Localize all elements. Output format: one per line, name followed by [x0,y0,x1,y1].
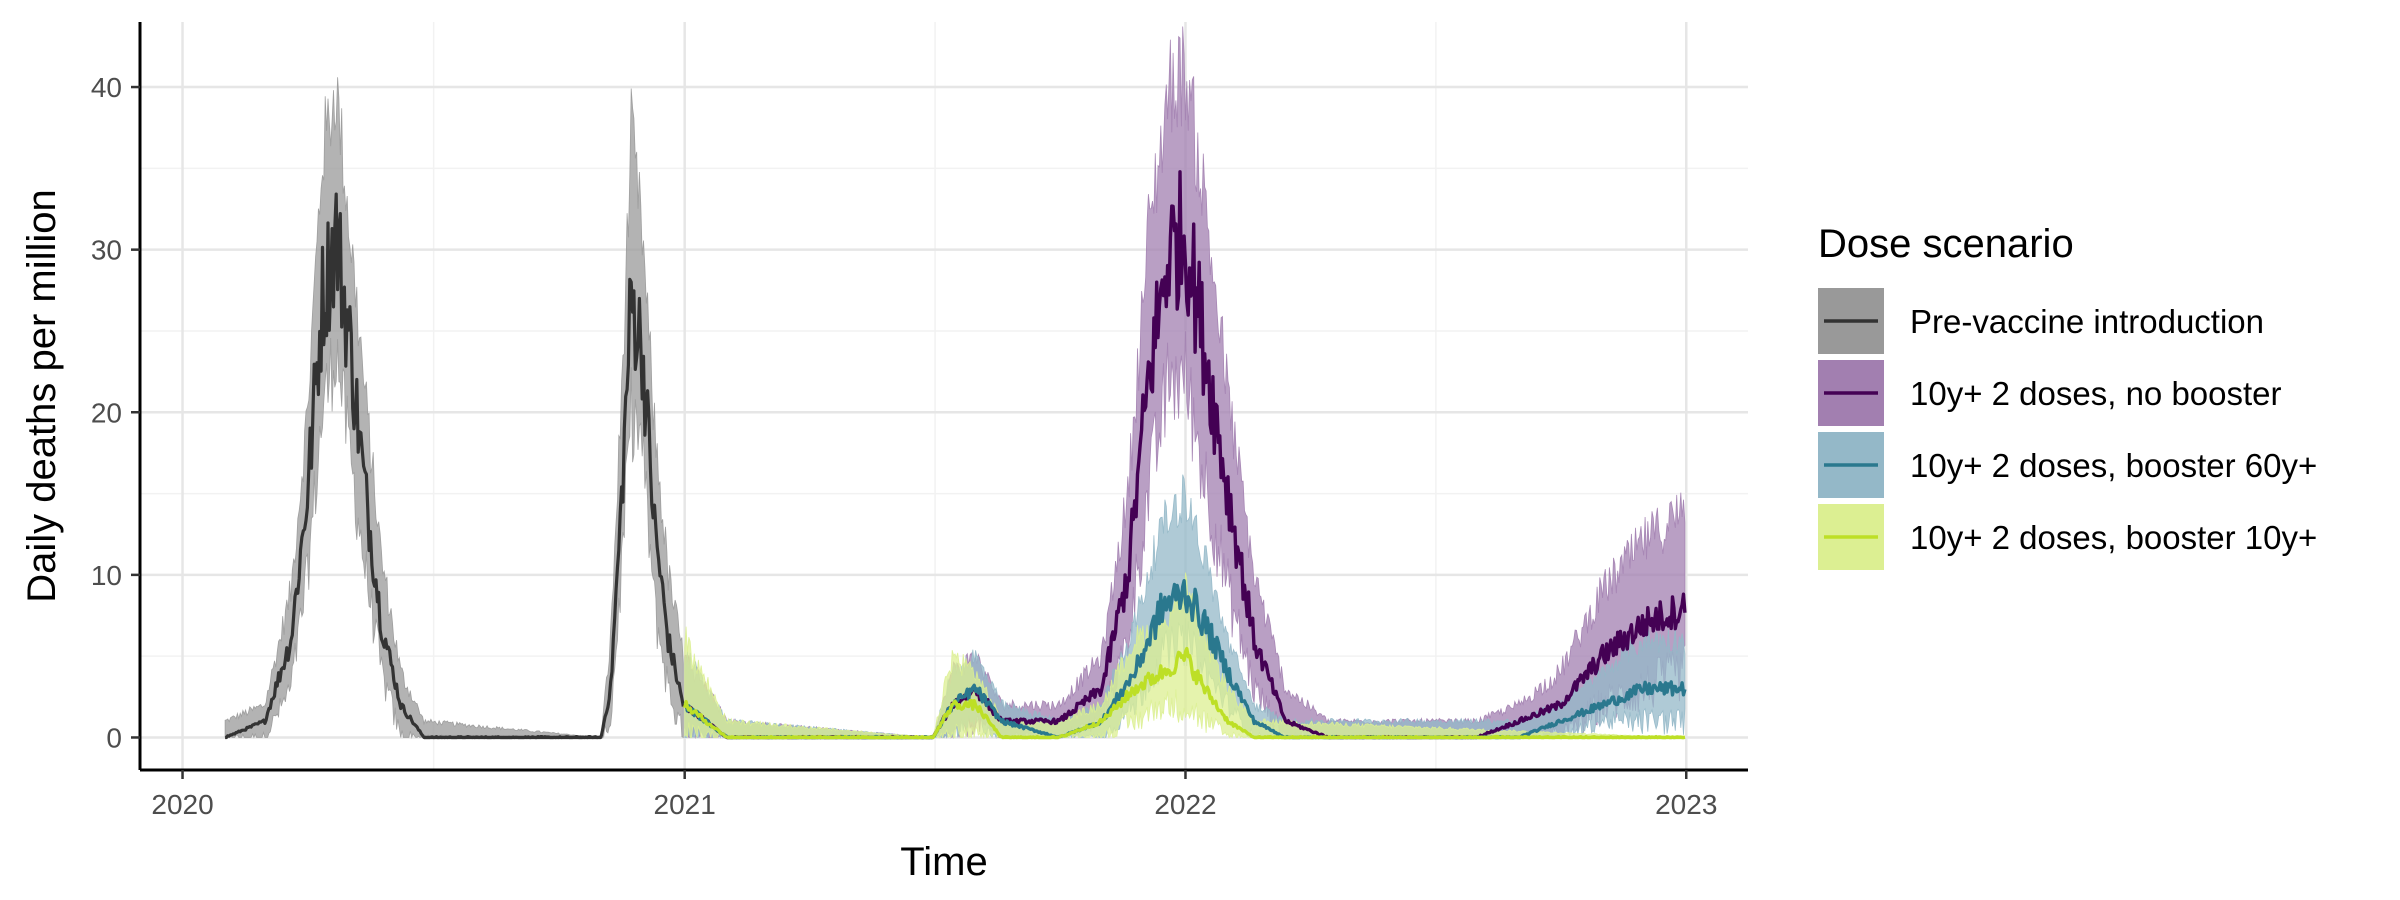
series-lines [224,170,1687,740]
tick-labels: 0 10 20 30 40 2020 2021 2022 2023 [91,72,1718,820]
y-tick-label: 20 [91,397,122,428]
y-tick-label: 10 [91,560,122,591]
x-tick-label: 2021 [654,789,716,820]
legend-title: Dose scenario [1818,222,2074,266]
axes [131,22,1748,779]
x-tick-label: 2023 [1655,789,1717,820]
grid [140,22,1748,770]
x-axis-title: Time [900,840,987,884]
legend-label-10y-2-doses-booster-60y: 10y+ 2 doses, booster 60y+ [1910,447,2317,484]
y-tick-label: 30 [91,235,122,266]
legend: Dose scenario Pre-vaccine introduction 10… [1818,222,2317,570]
legend-label-10y-2-doses-no-booster: 10y+ 2 doses, no booster [1910,375,2282,412]
x-tick-label: 2022 [1154,789,1216,820]
x-tick-label: 2020 [151,789,213,820]
y-axis-title: Daily deaths per million [20,189,64,603]
legend-label-pre-vaccine-introduction: Pre-vaccine introduction [1910,303,2264,340]
legend-label-10y-2-doses-booster-10y: 10y+ 2 doses, booster 10y+ [1910,519,2317,556]
y-tick-label: 0 [106,722,122,753]
y-tick-label: 40 [91,72,122,103]
